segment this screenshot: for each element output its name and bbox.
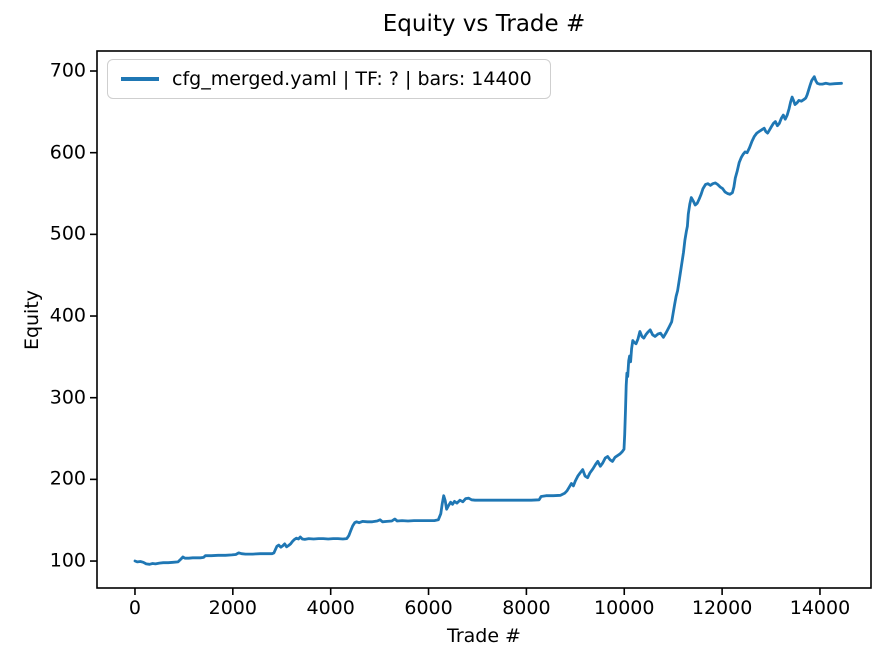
legend-label: cfg_merged.yaml | TF: ? | bars: 14400: [172, 68, 532, 90]
x-tick-label: 6000: [404, 597, 453, 619]
figure-title: Equity vs Trade #: [382, 11, 586, 37]
axes-spines: [96, 50, 872, 589]
y-tick-label: 300: [49, 386, 86, 409]
x-tick-label: 4000: [306, 597, 355, 619]
x-tick-label: 0: [128, 597, 141, 619]
x-tick-label: 14000: [789, 597, 851, 619]
y-tick-label: 700: [49, 59, 86, 82]
y-tick-label: 400: [49, 304, 86, 327]
legend-line-sample: [121, 77, 159, 81]
x-tick-label: 8000: [502, 597, 551, 619]
y-tick-label: 100: [49, 549, 86, 572]
legend: cfg_merged.yaml | TF: ? | bars: 14400: [107, 59, 551, 99]
x-axis-label: Trade #: [447, 625, 521, 647]
y-tick-label: 500: [49, 222, 86, 245]
y-axis-label: Equity: [21, 289, 43, 351]
equity-line: [133, 75, 843, 566]
x-tick-label: 2000: [208, 597, 257, 619]
x-tick-label: 10000: [594, 597, 655, 619]
y-tick-label: 600: [49, 141, 86, 164]
x-tick-label: 12000: [691, 597, 753, 619]
y-tick-label: 200: [49, 467, 86, 490]
